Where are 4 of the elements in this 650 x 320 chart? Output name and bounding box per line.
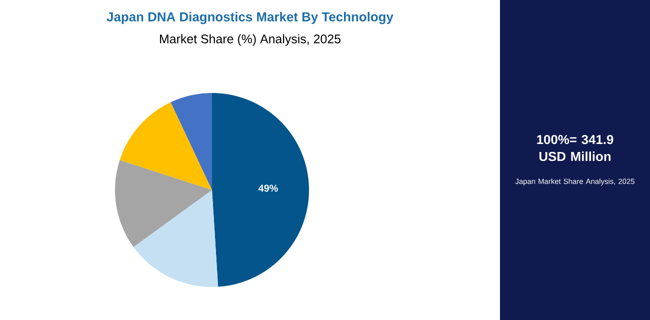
data-label: 49% — [258, 184, 278, 192]
chart-title: Japan DNA Diagnostics Market By Technology — [106, 12, 394, 24]
chart-subtitle: Market Share (%) Analysis, 2025 — [160, 34, 340, 46]
text: 100%= 341.9 USD Million — [537, 134, 614, 162]
